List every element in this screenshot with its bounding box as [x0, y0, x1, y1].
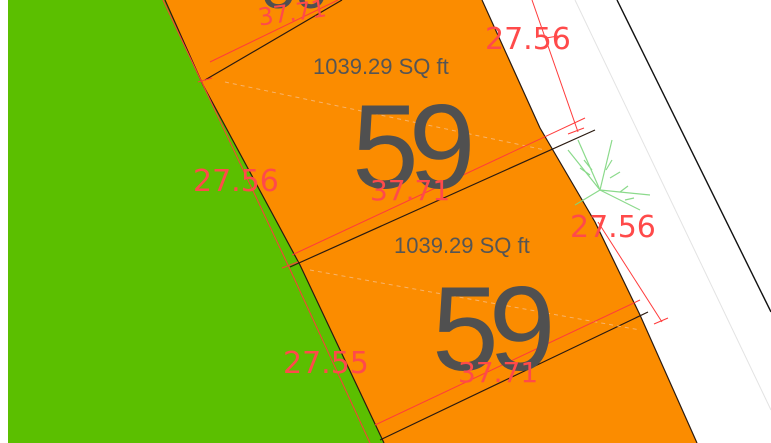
dim-line-cross-3 — [374, 299, 641, 426]
dim-tick-1 — [567, 127, 585, 135]
road-edge — [616, 0, 771, 313]
dim-line-front-2 — [597, 221, 663, 323]
dim-line-rear-1 — [162, 0, 289, 266]
lot-right-dimension: 27.56 — [485, 22, 571, 57]
lot-number: 59 — [432, 262, 551, 396]
open-space-area — [8, 0, 384, 443]
lot-front-dimension: 37.71 — [370, 174, 450, 207]
dim-line-cross-2 — [291, 117, 586, 256]
lot-rear-boundary — [164, 0, 385, 443]
lot-centerline-1 — [224, 81, 546, 151]
road-centerline — [574, 0, 771, 411]
lot-number: 59 — [352, 80, 471, 214]
lot-left-dimension: 27.56 — [193, 164, 279, 199]
lot-right-dimension: 27.56 — [570, 210, 656, 245]
palm-tree-icon — [567, 139, 651, 211]
lot-left-dimension: 27.55 — [283, 346, 369, 381]
lot-area-label: 1039.29 SQ ft — [394, 233, 530, 258]
lot-front-boundary — [481, 0, 698, 443]
lot-area-label: 1039.29 SQ ft — [313, 54, 449, 79]
dim-line-front-1 — [531, 0, 579, 133]
dim-line-cross-1 — [209, 0, 339, 63]
top-lot-number-partial: 59 — [262, 0, 329, 21]
dim-line-front-ext-1 — [545, 35, 559, 39]
lot-line-top — [204, 0, 343, 81]
lot-strip — [165, 0, 697, 443]
dim-tick-mid — [281, 261, 299, 269]
dim-tick-top — [197, 77, 213, 83]
dim-line-rear-2 — [287, 264, 371, 443]
lot-line-bottom — [379, 311, 649, 441]
lot-line-middle — [289, 129, 596, 268]
lot-front-dimension: 37.71 — [458, 356, 538, 389]
dim-tick-2 — [653, 317, 669, 325]
